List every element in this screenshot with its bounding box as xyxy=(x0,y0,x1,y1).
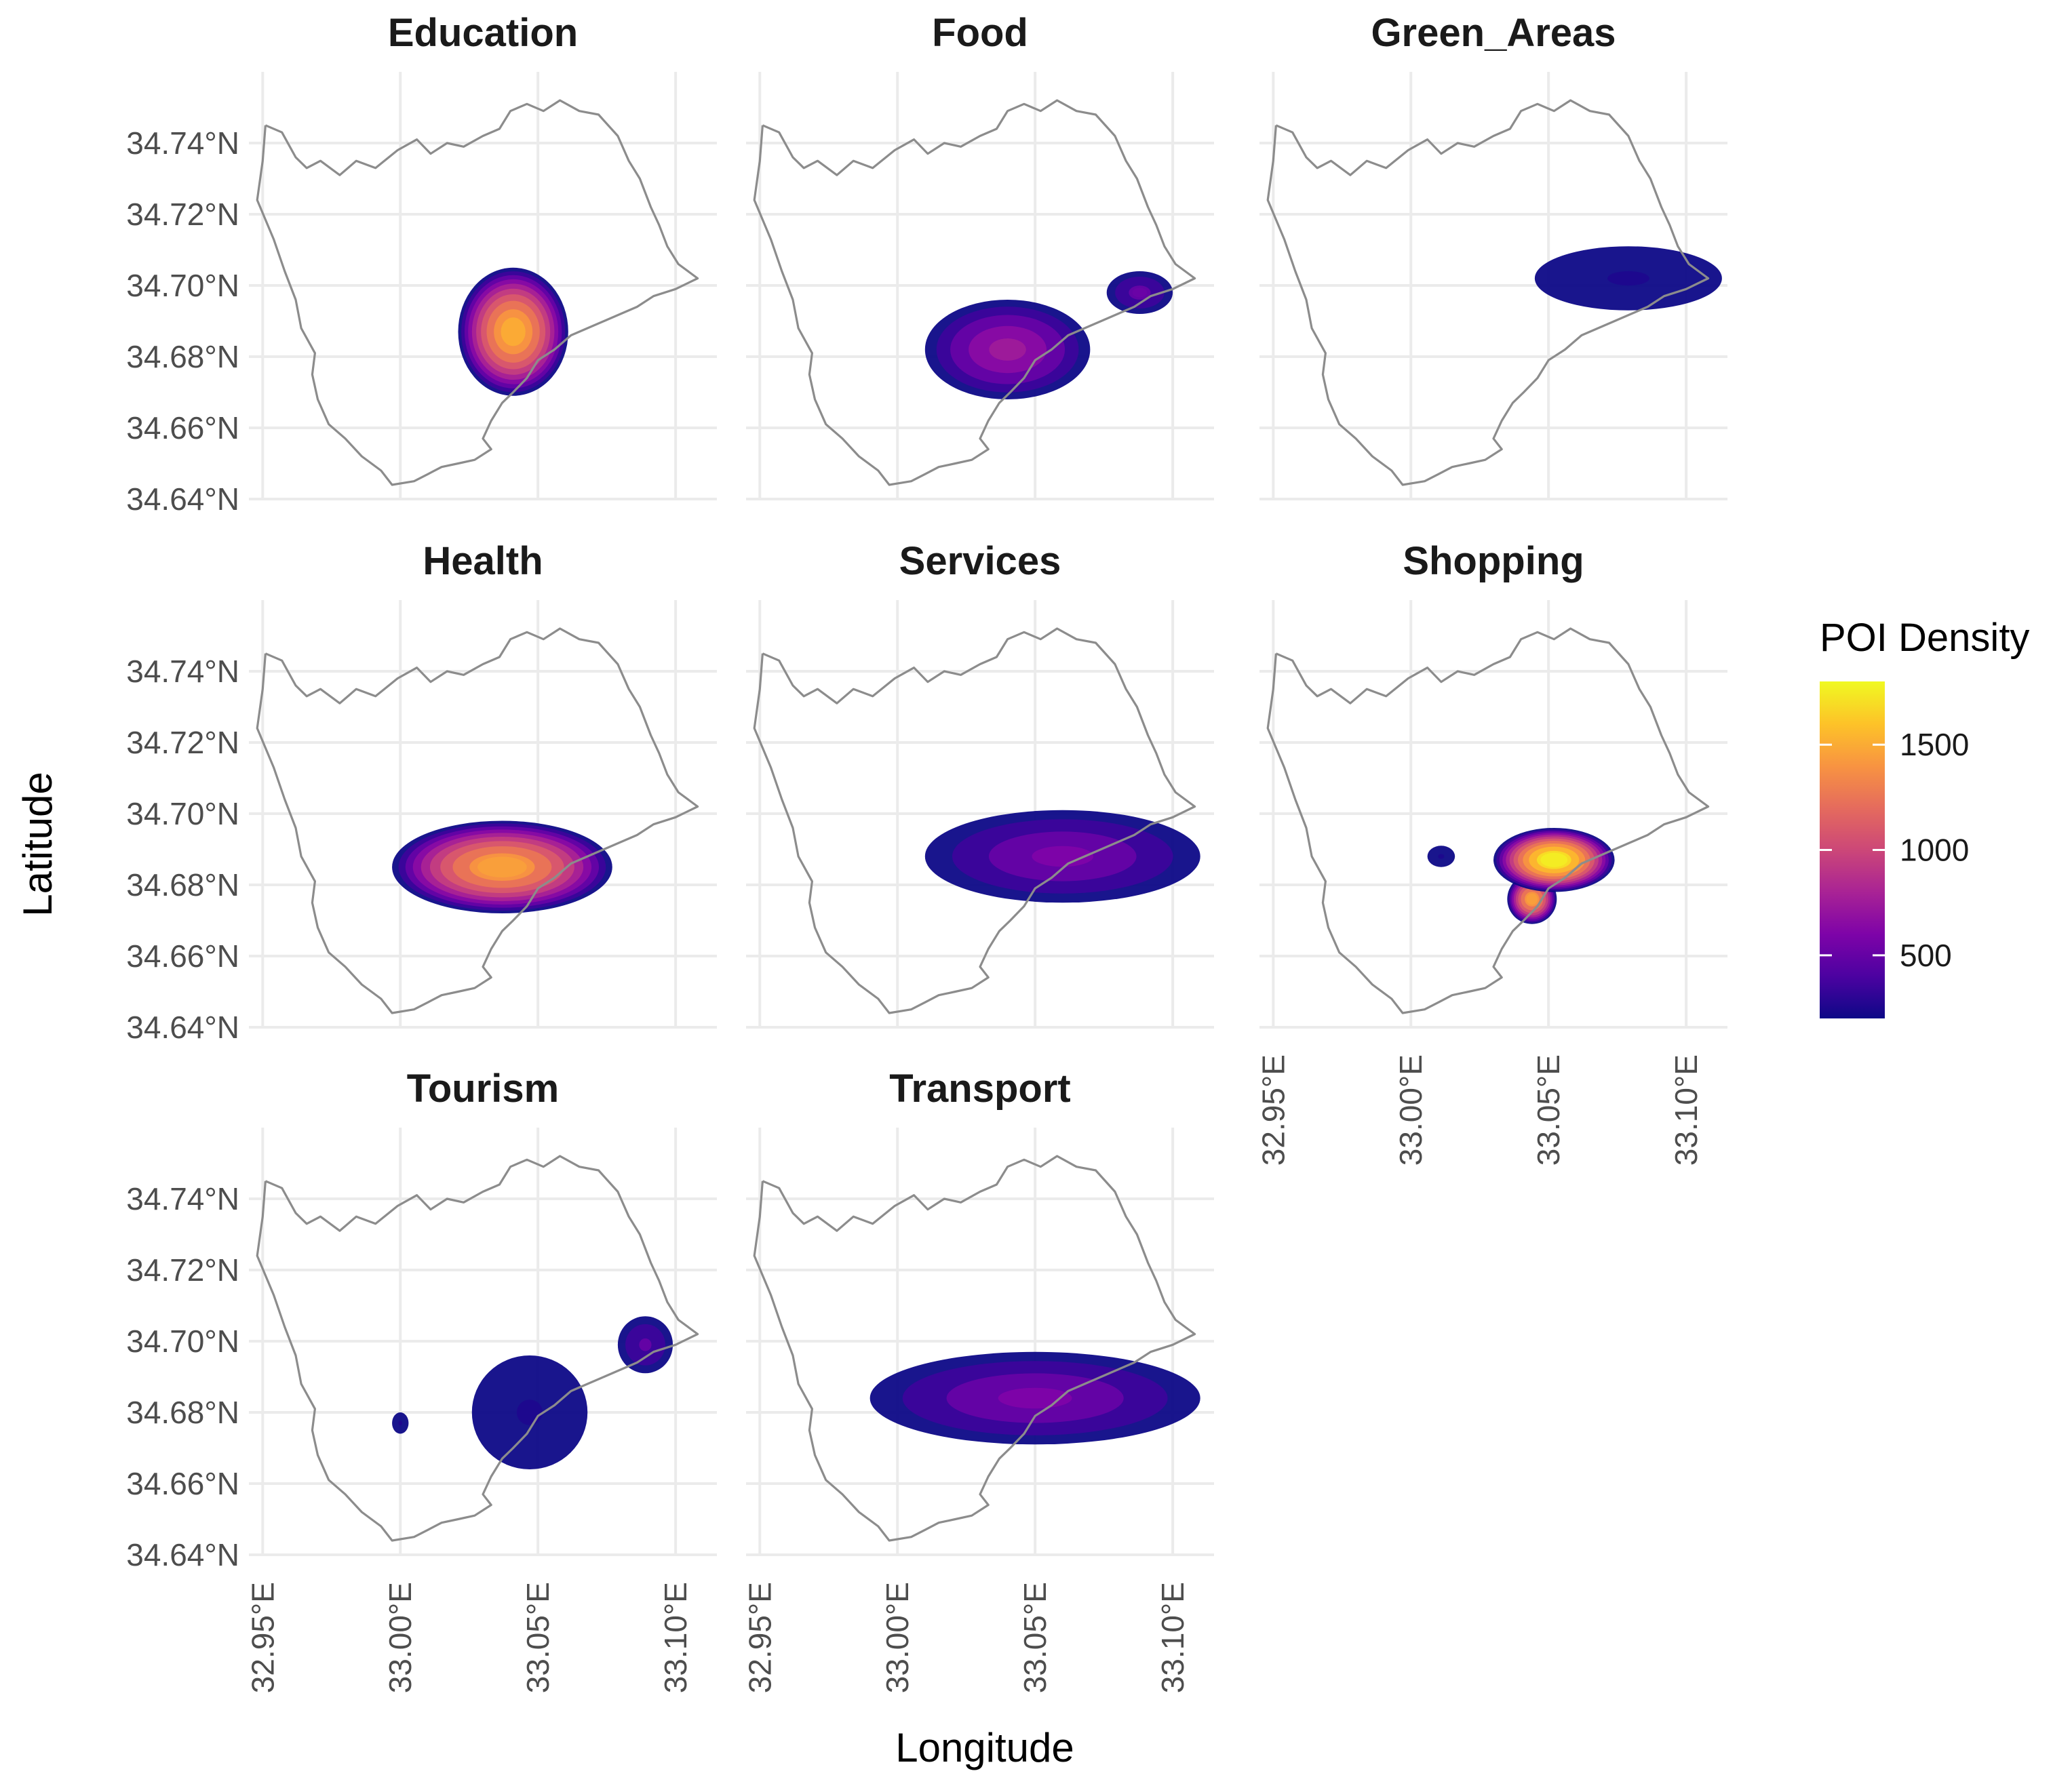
facet-panel-transport: Transport 32.95°E 33.00°E 33.05°E 33.10°E xyxy=(742,1067,1214,1693)
facet-panel-services: Services xyxy=(746,539,1214,1029)
panel-grid xyxy=(249,72,717,500)
panel-grid xyxy=(746,1128,1214,1556)
panel-title: Shopping xyxy=(1403,539,1584,583)
panel-title: Tourism xyxy=(407,1067,560,1111)
y-tick-label: 34.72°N xyxy=(126,1252,239,1288)
density-layer xyxy=(1534,246,1722,311)
legend-tick-label: 1500 xyxy=(1900,727,1969,762)
y-tick-label: 34.66°N xyxy=(126,938,239,974)
panel-grid xyxy=(1259,600,1727,1029)
district-boundary xyxy=(753,1155,1196,1542)
x-tick-label: 33.05°E xyxy=(1017,1582,1053,1693)
density-contour xyxy=(1526,893,1538,905)
legend-ticks: 1500 1000 500 xyxy=(1820,727,1969,973)
x-tick-label: 33.10°E xyxy=(1668,1054,1704,1166)
y-tick-label: 34.66°N xyxy=(126,1466,239,1501)
x-tick-label: 33.10°E xyxy=(1155,1582,1190,1693)
y-tick-label: 34.74°N xyxy=(126,654,239,689)
y-tick-label: 34.64°N xyxy=(126,481,239,517)
panel-title: Transport xyxy=(889,1067,1071,1111)
y-tick-label: 34.64°N xyxy=(126,1537,239,1572)
density-layer xyxy=(392,1316,673,1469)
density-layer xyxy=(924,810,1200,903)
density-contour xyxy=(639,1338,652,1351)
x-tick-label: 33.10°E xyxy=(658,1582,693,1693)
y-tick-label: 34.70°N xyxy=(126,268,239,303)
district-boundary xyxy=(1266,99,1710,486)
y-tick-label: 34.70°N xyxy=(126,796,239,831)
density-layer xyxy=(392,820,612,913)
y-tick-label: 34.64°N xyxy=(126,1010,239,1045)
density-layer xyxy=(458,267,568,396)
district-boundary xyxy=(753,627,1196,1014)
density-contour xyxy=(501,317,526,346)
x-tick-label: 32.95°E xyxy=(245,1582,280,1693)
legend-tick-label: 500 xyxy=(1900,938,1952,973)
density-contour xyxy=(477,856,527,878)
x-tick-label: 33.00°E xyxy=(1393,1054,1428,1166)
y-axis-title: Latitude xyxy=(15,772,60,917)
x-tick-label: 33.05°E xyxy=(520,1582,555,1693)
panel-title: Health xyxy=(423,539,543,583)
district-boundary xyxy=(753,99,1196,486)
x-axis-title: Longitude xyxy=(895,1725,1074,1770)
panel-grid xyxy=(249,600,717,1029)
y-tick-label: 34.70°N xyxy=(126,1324,239,1359)
panel-title: Green_Areas xyxy=(1371,11,1616,55)
density-layer xyxy=(1427,828,1615,924)
y-tick-label: 34.66°N xyxy=(126,410,239,445)
y-tick-label: 34.72°N xyxy=(126,725,239,760)
panel-title: Services xyxy=(899,539,1061,583)
facet-panel-shopping: Shopping 32.95°E 33.00°E 33.05°E 33.10°E xyxy=(1255,539,1727,1166)
x-tick-label: 32.95°E xyxy=(1255,1054,1291,1166)
panel-title: Education xyxy=(388,11,578,55)
facet-panel-tourism: Tourism 34.74°N 34.72°N 34.70°N 34.68°N 34.66… xyxy=(126,1067,717,1693)
facet-panel-food: Food xyxy=(746,11,1214,500)
x-tick-label: 32.95°E xyxy=(742,1582,777,1693)
legend-title: POI Density xyxy=(1820,616,2029,660)
facet-panel-health: Health 34.74°N 34.72°N 34.70°N 34.68°N 34.66°… xyxy=(126,539,717,1045)
color-legend: POI Density 1500 1000 500 xyxy=(1820,616,2029,1018)
y-tick-label: 34.68°N xyxy=(126,339,239,374)
density-contour xyxy=(398,1421,402,1426)
density-contour xyxy=(989,338,1026,361)
y-tick-label: 34.74°N xyxy=(126,125,239,161)
district-boundary xyxy=(256,627,699,1014)
density-layer xyxy=(869,1351,1200,1445)
x-tick-label: 33.00°E xyxy=(880,1582,915,1693)
density-contour xyxy=(1132,287,1148,298)
district-boundary xyxy=(1266,627,1710,1014)
panel-title: Food xyxy=(932,11,1028,55)
density-contour xyxy=(1607,271,1649,286)
y-tick-label: 34.74°N xyxy=(126,1181,239,1216)
facet-panel-education: Education 34.74°N 34.72°N 34.70°N 34.68°N 34.… xyxy=(126,11,717,517)
density-contour xyxy=(1540,852,1568,867)
district-boundary xyxy=(256,1155,699,1542)
district-boundary xyxy=(256,99,699,486)
legend-tick-label: 1000 xyxy=(1900,833,1969,868)
facet-panel-green-areas: Green_Areas xyxy=(1259,11,1727,500)
y-tick-label: 34.68°N xyxy=(126,867,239,902)
x-tick-label: 33.00°E xyxy=(383,1582,418,1693)
facet-panels: Education 34.74°N 34.72°N 34.70°N 34.68°N 34.… xyxy=(126,11,1727,1693)
y-tick-label: 34.72°N xyxy=(126,197,239,232)
y-tick-label: 34.68°N xyxy=(126,1395,239,1430)
density-layer xyxy=(924,271,1173,399)
x-tick-label: 33.05°E xyxy=(1531,1054,1566,1166)
density-contour xyxy=(1032,846,1094,867)
density-contour xyxy=(1438,854,1445,859)
y-axis-title-group: Latitude xyxy=(15,772,60,917)
density-contour xyxy=(516,1400,543,1425)
